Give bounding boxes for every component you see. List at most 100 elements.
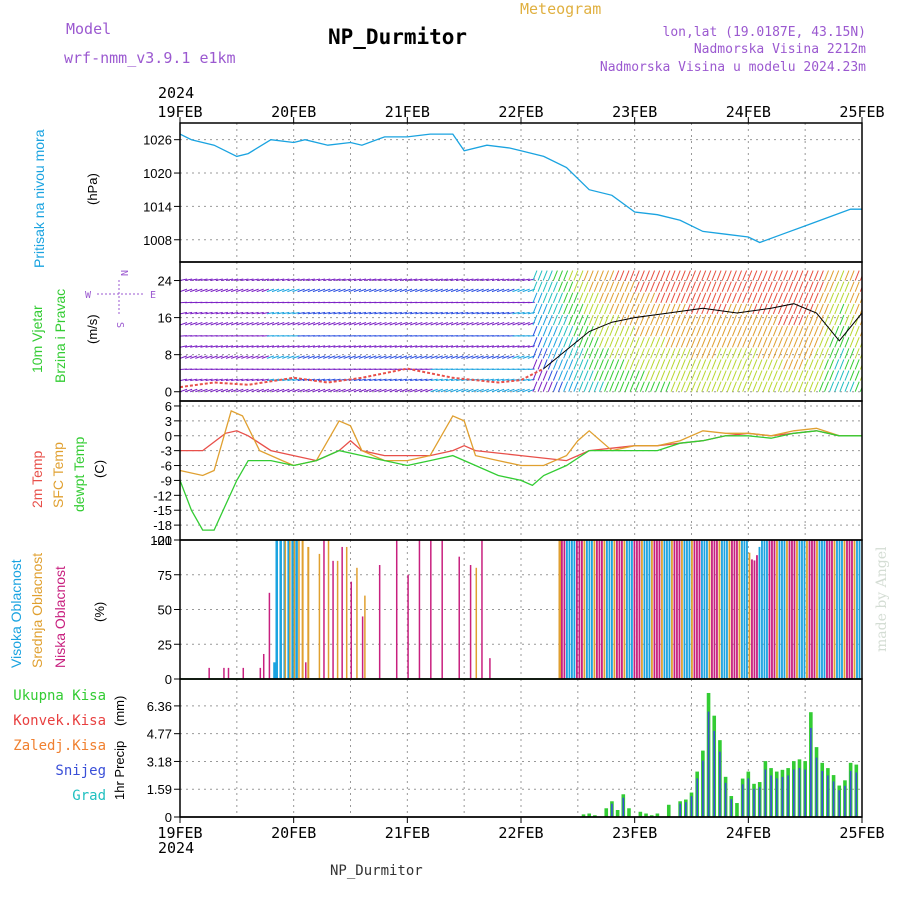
wind-barb (655, 370, 661, 381)
precip-units: (mm) (112, 696, 127, 726)
wind-barb (563, 270, 569, 281)
wind-barb (312, 288, 321, 293)
wind-barb (333, 311, 341, 315)
wind-barb (665, 314, 671, 326)
wind-barb (752, 381, 758, 392)
wind-barb (742, 325, 748, 337)
wind-barb (767, 370, 773, 381)
wind-barb (813, 281, 819, 292)
pressure-line (179, 133, 862, 244)
wind-barb (205, 322, 213, 326)
cloud-bar (793, 540, 796, 679)
wind-barb (742, 359, 748, 370)
wind-barb (675, 281, 681, 292)
cloud-bar (691, 540, 693, 679)
wind-barb (394, 311, 402, 315)
cloud-bar (806, 540, 808, 679)
wind-barb (497, 278, 505, 282)
wind-barb (634, 359, 640, 370)
wind-barb (358, 388, 367, 393)
wind-barb (297, 288, 305, 293)
wind-barb (772, 314, 778, 326)
wind-barb (435, 288, 443, 293)
cloud-bar (291, 540, 294, 679)
wind-barb (849, 370, 855, 381)
wind-barb (338, 345, 346, 348)
wind-barb (726, 292, 732, 303)
cloud-bar (628, 540, 631, 679)
wind-barb (691, 314, 696, 326)
wind-barb (394, 388, 402, 393)
cloud-bar (262, 653, 265, 679)
wind-barb (737, 281, 742, 292)
wind-barb (583, 348, 589, 359)
wind-barb (461, 278, 469, 282)
wind-barb (829, 359, 835, 370)
wind-barb (777, 381, 783, 392)
precip-bar-snow (702, 760, 704, 817)
wind-barb (256, 311, 264, 315)
wind-barb (215, 355, 223, 359)
wind-barb (476, 345, 484, 348)
precip-bar-snow (611, 803, 613, 817)
wind-barb (829, 270, 835, 281)
wind-barb (266, 288, 275, 293)
wind-barb (399, 278, 408, 282)
wind-barb (808, 303, 814, 315)
wind-barb (292, 278, 300, 282)
ytick-label: 0 (165, 385, 172, 400)
wind-barb (731, 270, 737, 281)
wind-barb (486, 355, 495, 359)
wind-barb (481, 288, 489, 293)
wind-barb (593, 270, 599, 281)
wind-barb (471, 288, 479, 293)
cloud-bar (563, 540, 566, 679)
bottom-xtick-label: 25FEB (839, 824, 884, 842)
wind-barb (634, 270, 640, 281)
cloud-bar (851, 540, 853, 679)
wind-barb (251, 322, 259, 326)
wind-barb (394, 322, 402, 326)
wind-barb (798, 359, 804, 370)
wind-barb (578, 270, 584, 281)
cloud-bar (703, 540, 706, 679)
wind-barb (552, 281, 558, 292)
wind-barb (701, 314, 707, 326)
wind-barb (752, 303, 758, 315)
wind-barb (558, 325, 563, 337)
wind-barb (609, 303, 615, 315)
cloud-bar (853, 540, 856, 679)
wind-barb (639, 303, 645, 315)
wind-barb (670, 381, 676, 392)
wind-barb (236, 355, 244, 359)
wind-barb (404, 388, 413, 393)
wind-barb (737, 348, 742, 359)
wind-barb (839, 348, 845, 359)
wind-barb (287, 278, 295, 282)
cloud-bar (606, 540, 608, 679)
cloud-bar (578, 540, 581, 679)
wind-barb (824, 370, 829, 381)
wind-barb (609, 337, 615, 348)
wind-barb (701, 325, 707, 337)
wind-barb (552, 314, 558, 326)
wind-barb (430, 388, 438, 393)
wind-barb (277, 355, 285, 359)
wind-barb (358, 378, 367, 382)
wind-barb (287, 322, 295, 326)
wind-barb (277, 288, 285, 293)
wind-barb (328, 288, 336, 293)
ytick-label: 100 (150, 533, 172, 548)
wind-barb (609, 314, 615, 326)
wind-barb (343, 345, 351, 348)
wind-barb (440, 311, 448, 315)
wind-barb (425, 322, 433, 326)
cloud-bar (818, 540, 821, 679)
wind-barb (793, 370, 799, 381)
bottom-xtick-label: 21FEB (385, 824, 430, 842)
wind-barb (266, 345, 275, 348)
wind-barb (614, 348, 620, 359)
wind-barb (190, 388, 198, 393)
wind-barb (573, 348, 579, 359)
wind-barb (598, 381, 604, 392)
